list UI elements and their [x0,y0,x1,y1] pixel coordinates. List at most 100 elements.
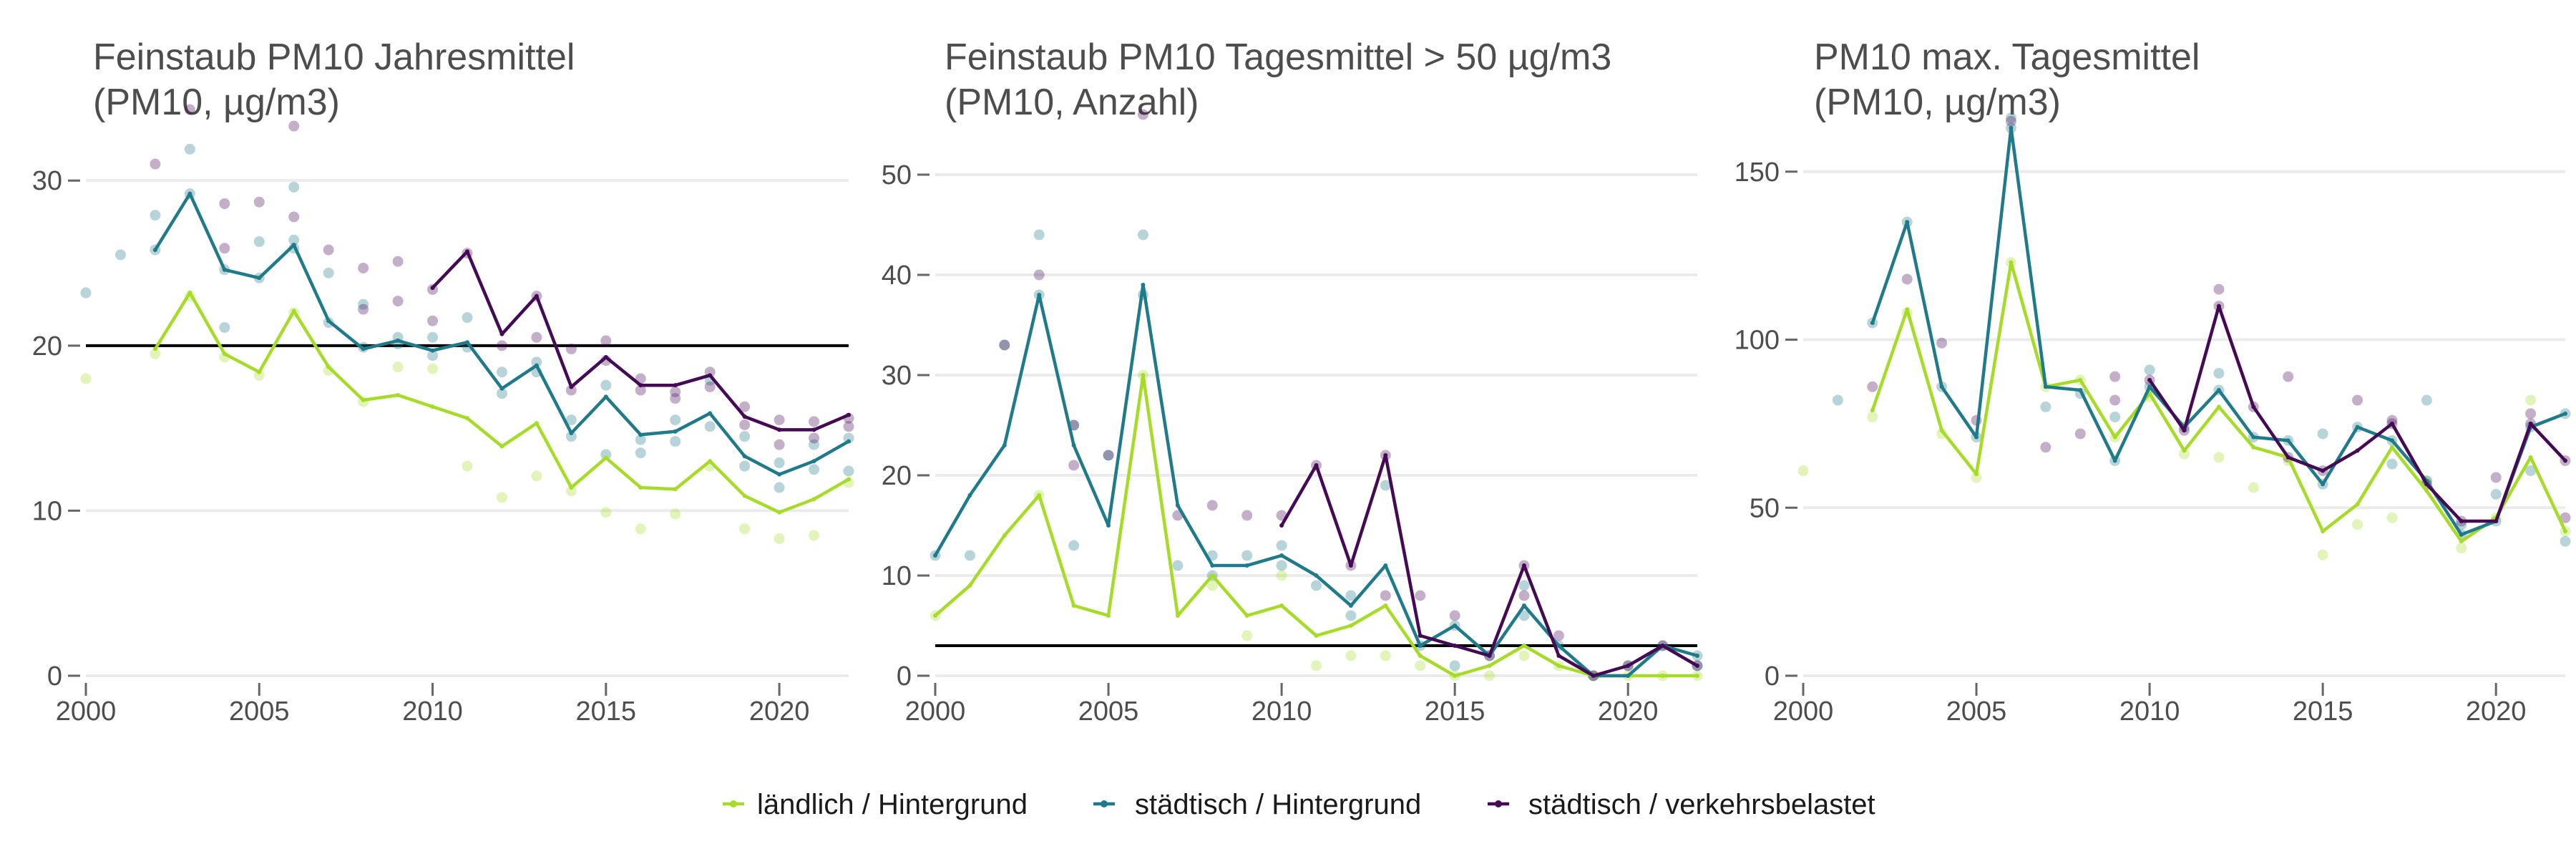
data-point [2490,488,2502,500]
x-tick-label: 2005 [1078,697,1139,727]
data-point [1033,229,1045,241]
line-vertex [222,351,227,356]
data-point [392,361,404,373]
data-point [739,401,751,412]
line-vertex [847,477,851,482]
line-vertex [187,191,192,196]
line-vertex [2459,532,2464,537]
data-point [1345,590,1357,601]
data-point [635,523,646,535]
y-tick-label: 150 [1735,157,1780,188]
line-vertex [1141,283,1146,287]
line-vertex [811,427,816,432]
y-tick-label: 10 [32,496,62,526]
line-vertex [534,421,539,426]
line-vertex [742,454,747,459]
line-vertex [569,431,574,436]
x-tick-label: 2015 [2293,697,2353,727]
line-vertex [2355,424,2360,430]
data-point [1172,560,1184,571]
data-point [1449,660,1460,671]
data-point [670,508,681,520]
line-vertex [1348,563,1353,568]
data-point [999,339,1010,351]
y-tick-label: 0 [1765,661,1780,691]
data-point [1518,650,1530,661]
line-vertex [2459,539,2464,544]
line-vertex [361,397,366,402]
line-vertex [2563,529,2567,534]
line-vertex [1591,674,1596,678]
data-point [1415,660,1426,671]
line-vertex [1348,603,1353,608]
line-vertex [1210,573,1215,578]
y-tick-label: 0 [897,661,912,691]
data-point [1832,394,1843,406]
data-point [2317,549,2328,560]
line-vertex [2321,529,2326,534]
line-vertex [1002,443,1007,447]
data-point [600,379,612,391]
line-vertex [2321,468,2326,473]
data-point [288,234,300,246]
data-point [1797,465,1809,477]
data-point [600,335,612,346]
data-point [150,158,161,170]
data-point [2525,394,2537,406]
data-point [1241,550,1253,561]
line-vertex [1626,664,1631,668]
line-vertex [1037,493,1042,498]
line-vertex [811,497,816,502]
line-vertex [1905,307,1910,312]
data-point [1971,472,1982,483]
data-point [600,449,612,460]
points-3 [150,104,854,450]
line-vertex [2182,448,2187,453]
data-point [2490,472,2502,483]
legend-swatch-point [730,800,737,807]
data-point [2386,512,2398,523]
line-vertex [2285,438,2290,443]
data-point [1936,428,1948,440]
line-vertex [257,369,262,374]
data-point [1311,660,1322,671]
data-point [565,414,577,426]
line-vertex [1383,603,1388,608]
x-tick-label: 2015 [576,697,637,727]
data-point [1936,337,1948,349]
data-point [1137,109,1148,120]
line-vertex [465,416,469,421]
data-point [774,457,785,469]
line-vertex [1383,563,1388,568]
line-vertex [1556,644,1561,648]
data-point [600,507,612,518]
line-vertex [967,493,972,498]
data-point [670,436,681,447]
line-vertex [1660,644,1665,648]
line-vertex [1210,563,1215,568]
series-line-3 [1280,453,1699,678]
y-tick-label: 50 [882,160,912,190]
line-vertex [2528,421,2533,426]
line-vertex [257,276,262,281]
data-point [496,388,507,399]
line-vertex [673,429,678,434]
data-point [1276,560,1287,571]
data-point [2386,414,2398,426]
data-point [739,431,751,442]
legend: ländlich / Hintergrund städtisch / Hinter… [723,789,1875,820]
line-vertex [2147,384,2152,389]
data-point [1484,670,1496,681]
line-vertex [2251,404,2256,409]
legend-item-3: städtisch / verkehrsbelastet [1488,789,1875,820]
data-point [427,315,439,326]
x-tick-label: 2020 [749,697,810,727]
x-tick-label: 2020 [2466,697,2527,727]
chart-subtitle: (PM10, µg/m3) [1814,82,2061,123]
line-vertex [1279,523,1284,528]
data-point [1380,480,1391,491]
line-vertex [2043,384,2048,389]
line-vertex [534,363,539,368]
data-point [2248,482,2259,493]
data-point [670,393,681,404]
